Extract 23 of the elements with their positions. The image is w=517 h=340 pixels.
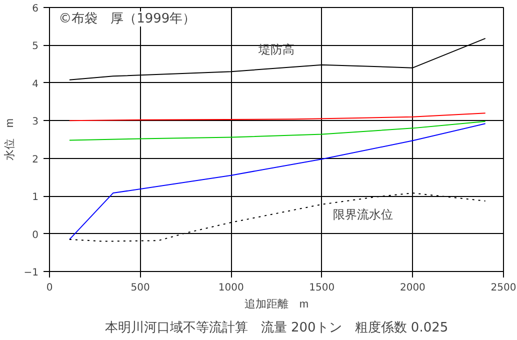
annotation: ©布袋 厚（1999年） — [58, 11, 196, 26]
x-axis-title: 追加距離 m — [244, 298, 309, 310]
y-axis-title: 水位 m — [2, 118, 16, 161]
y-tick-label: 4 — [32, 78, 39, 90]
line-series — [68, 123, 486, 240]
x-tick-label: 0 — [46, 282, 53, 294]
y-tick-label: 0 — [32, 230, 39, 241]
y-tick-label: 6 — [32, 4, 39, 14]
annotation: 限界流水位 — [332, 208, 393, 222]
y-tick-label: 5 — [32, 41, 39, 52]
line-series — [68, 112, 486, 122]
x-tick-label: 2000 — [400, 282, 426, 294]
x-tick-label: 1000 — [218, 282, 244, 294]
x-tick-label: 1500 — [309, 282, 335, 294]
line-series — [68, 120, 486, 141]
annotation: 堤防高 — [258, 42, 294, 57]
x-tick-label: 500 — [130, 282, 150, 294]
x-tick-label: 2500 — [490, 282, 516, 294]
y-tick-label: 1 — [32, 192, 39, 204]
y-tick-label: −1 — [24, 268, 39, 278]
text: 本明川河口域不等流計算 流量 200トン 粗度係数 0.025 — [104, 320, 448, 336]
y-tick-label: 3 — [32, 116, 39, 128]
y-tick-label: 2 — [32, 154, 39, 166]
